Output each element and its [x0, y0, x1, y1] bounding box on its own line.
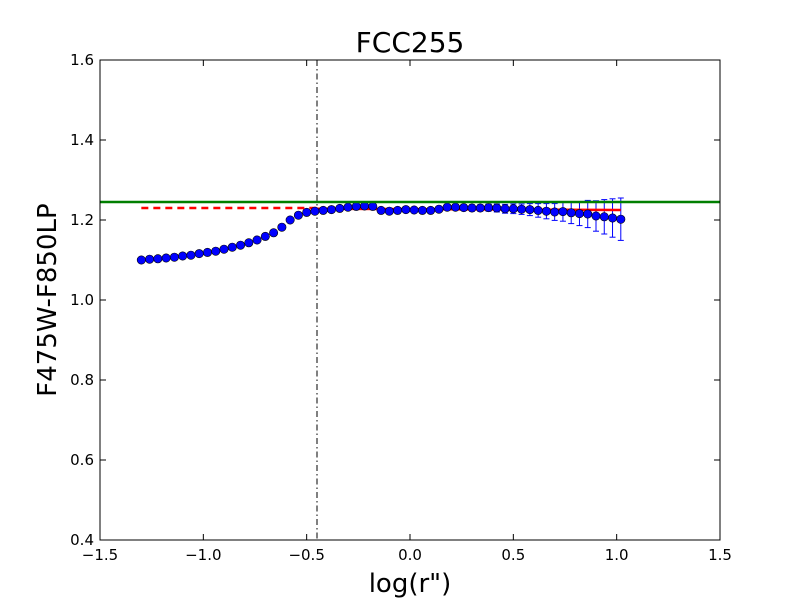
- data-point: [227, 242, 237, 252]
- data-point: [269, 228, 279, 238]
- data-point: [277, 222, 287, 232]
- data-point: [211, 246, 221, 256]
- data-point: [566, 208, 576, 218]
- data-point: [459, 203, 469, 213]
- y-tick-label: 1.4: [70, 131, 94, 149]
- data-point: [252, 235, 262, 245]
- data-point: [525, 205, 535, 215]
- data-point: [260, 231, 270, 241]
- data-point: [574, 209, 584, 219]
- data-point: [492, 203, 502, 213]
- data-point: [376, 205, 386, 215]
- data-point: [434, 204, 444, 214]
- data-point: [417, 205, 427, 215]
- chart-title: FCC255: [356, 26, 465, 59]
- data-point: [236, 240, 246, 250]
- data-point: [169, 252, 179, 262]
- data-point: [145, 254, 155, 264]
- data-point: [136, 255, 146, 265]
- data-point: [368, 201, 378, 211]
- data-point: [310, 206, 320, 216]
- y-axis-label: F475W-F850LP: [33, 203, 63, 396]
- data-point: [616, 214, 626, 224]
- data-point: [178, 251, 188, 261]
- data-point: [401, 205, 411, 215]
- data-point: [517, 204, 527, 214]
- data-point: [591, 211, 601, 221]
- data-point: [409, 205, 419, 215]
- plot-area: [100, 60, 720, 540]
- data-point: [285, 215, 295, 225]
- y-tick-label: 0.4: [70, 531, 94, 549]
- data-point: [343, 202, 353, 212]
- data-point: [533, 205, 543, 215]
- data-point: [484, 203, 494, 213]
- data-point: [475, 203, 485, 213]
- data-point: [467, 203, 477, 213]
- x-tick-label: −0.5: [288, 546, 324, 564]
- x-tick-label: 0.0: [398, 546, 422, 564]
- x-axis-label: log(r"): [369, 569, 452, 599]
- data-point: [541, 206, 551, 216]
- data-point: [599, 212, 609, 222]
- x-tick-label: 1.0: [605, 546, 629, 564]
- data-point: [393, 205, 403, 215]
- data-point: [202, 247, 212, 257]
- x-tick-label: −1.5: [82, 546, 118, 564]
- data-point: [583, 209, 593, 219]
- data-point: [450, 202, 460, 212]
- data-point: [550, 207, 560, 217]
- data-point: [219, 244, 229, 254]
- y-tick-label: 0.8: [70, 371, 94, 389]
- y-tick-label: 1.0: [70, 291, 94, 309]
- data-point: [351, 201, 361, 211]
- data-point: [194, 249, 204, 259]
- axis-ticks: −1.5 −1.0 −0.5 0.0 0.5 1.0 1.5 0.4 0.6 0.8 1.0 1.2 1…: [70, 51, 732, 564]
- data-point: [335, 203, 345, 213]
- y-tick-label: 0.6: [70, 451, 94, 469]
- data-point: [326, 205, 336, 215]
- x-tick-label: 0.5: [501, 546, 525, 564]
- data-point: [426, 205, 436, 215]
- data-point: [153, 254, 163, 264]
- data-point: [161, 253, 171, 263]
- data-point: [293, 210, 303, 220]
- data-point: [508, 204, 518, 214]
- data-point: [384, 206, 394, 216]
- data-point: [608, 213, 618, 223]
- data-point: [558, 207, 568, 217]
- data-point: [302, 207, 312, 217]
- data-point: [500, 204, 510, 214]
- y-tick-label: 1.2: [70, 211, 94, 229]
- data-point: [244, 238, 254, 248]
- data-point: [186, 250, 196, 260]
- x-tick-label: 1.5: [708, 546, 732, 564]
- data-point: [442, 202, 452, 212]
- y-tick-label: 1.6: [70, 51, 94, 69]
- data-point: [318, 205, 328, 215]
- x-tick-label: −1.0: [185, 546, 221, 564]
